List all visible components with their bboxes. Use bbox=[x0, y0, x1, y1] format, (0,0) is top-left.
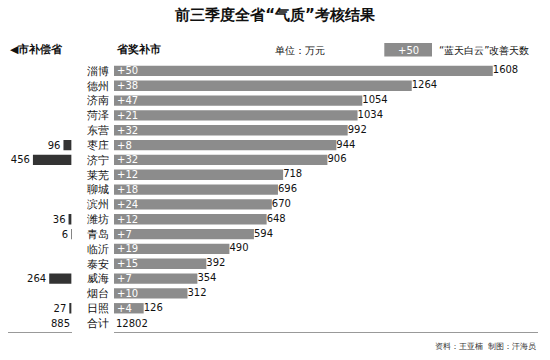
svg-text:992: 992 bbox=[348, 124, 367, 135]
svg-text:36: 36 bbox=[53, 214, 66, 225]
svg-text:6: 6 bbox=[62, 229, 68, 240]
svg-text:+4: +4 bbox=[117, 303, 132, 314]
svg-text:单位：万元: 单位：万元 bbox=[275, 45, 325, 56]
svg-text:泰安: 泰安 bbox=[87, 258, 109, 271]
svg-text:1054: 1054 bbox=[362, 94, 387, 105]
svg-text:+10: +10 bbox=[117, 288, 138, 299]
svg-text:+50: +50 bbox=[117, 65, 138, 76]
svg-text:885: 885 bbox=[51, 318, 70, 329]
svg-text:+18: +18 bbox=[117, 184, 138, 195]
svg-text:456: 456 bbox=[11, 154, 30, 165]
svg-text:合计: 合计 bbox=[87, 317, 109, 330]
svg-text:670: 670 bbox=[272, 198, 291, 209]
svg-text:东营: 东营 bbox=[87, 124, 109, 137]
svg-text:省奖补市: 省奖补市 bbox=[116, 43, 161, 56]
svg-text:+12: +12 bbox=[117, 169, 138, 180]
svg-text:临沂: 临沂 bbox=[87, 243, 109, 256]
svg-text:+7: +7 bbox=[117, 229, 132, 240]
svg-text:威海: 威海 bbox=[87, 272, 109, 285]
svg-text:+7: +7 bbox=[117, 273, 132, 284]
svg-text:“蓝天白云”改善天数: “蓝天白云”改善天数 bbox=[439, 45, 529, 56]
svg-text:312: 312 bbox=[187, 287, 206, 298]
svg-text:392: 392 bbox=[206, 257, 225, 268]
svg-text:12802: 12802 bbox=[116, 318, 148, 329]
svg-text:+21: +21 bbox=[117, 110, 138, 121]
svg-text:◀市补偿省: ◀市补偿省 bbox=[10, 43, 63, 56]
svg-text:648: 648 bbox=[267, 213, 286, 224]
svg-text:枣庄: 枣庄 bbox=[87, 139, 109, 152]
svg-text:德州: 德州 bbox=[87, 80, 109, 93]
svg-text:济南: 济南 bbox=[87, 94, 109, 107]
svg-text:264: 264 bbox=[27, 273, 46, 284]
svg-text:+47: +47 bbox=[117, 95, 138, 106]
svg-text:594: 594 bbox=[254, 228, 273, 239]
svg-text:27: 27 bbox=[54, 303, 67, 314]
svg-text:718: 718 bbox=[283, 168, 302, 179]
svg-text:济宁: 济宁 bbox=[87, 154, 109, 167]
svg-text:菏泽: 菏泽 bbox=[87, 109, 109, 122]
svg-text:青岛: 青岛 bbox=[87, 228, 109, 241]
svg-text:696: 696 bbox=[278, 183, 297, 194]
svg-text:+24: +24 bbox=[117, 199, 138, 210]
svg-text:淄博: 淄博 bbox=[87, 65, 109, 78]
svg-text:490: 490 bbox=[229, 242, 248, 253]
svg-text:+8: +8 bbox=[117, 140, 132, 151]
svg-text:+32: +32 bbox=[117, 125, 138, 136]
svg-text:+12: +12 bbox=[117, 214, 138, 225]
svg-text:1608: 1608 bbox=[493, 64, 518, 75]
svg-text:354: 354 bbox=[197, 272, 216, 283]
svg-text:+50: +50 bbox=[398, 45, 419, 56]
svg-text:+38: +38 bbox=[117, 80, 138, 91]
svg-text:日照: 日照 bbox=[87, 302, 109, 315]
svg-text:1034: 1034 bbox=[358, 109, 383, 120]
svg-text:+32: +32 bbox=[117, 154, 138, 165]
svg-text:126: 126 bbox=[144, 302, 163, 313]
svg-text:潍坊: 潍坊 bbox=[87, 213, 109, 226]
svg-text:前三季度全省“气质”考核结果: 前三季度全省“气质”考核结果 bbox=[174, 6, 376, 24]
svg-text:906: 906 bbox=[327, 153, 346, 164]
svg-text:莱芜: 莱芜 bbox=[87, 169, 109, 182]
svg-text:+15: +15 bbox=[117, 258, 138, 269]
svg-text:944: 944 bbox=[336, 139, 355, 150]
svg-text:1264: 1264 bbox=[412, 79, 437, 90]
svg-text:聊城: 聊城 bbox=[87, 183, 109, 196]
svg-text:+19: +19 bbox=[117, 243, 138, 254]
svg-text:96: 96 bbox=[48, 140, 61, 151]
svg-text:烟台: 烟台 bbox=[87, 287, 109, 300]
svg-text:滨州: 滨州 bbox=[87, 198, 109, 211]
svg-text:资料：王亚楠 制图：汗海员: 资料：王亚楠 制图：汗海员 bbox=[435, 342, 536, 351]
